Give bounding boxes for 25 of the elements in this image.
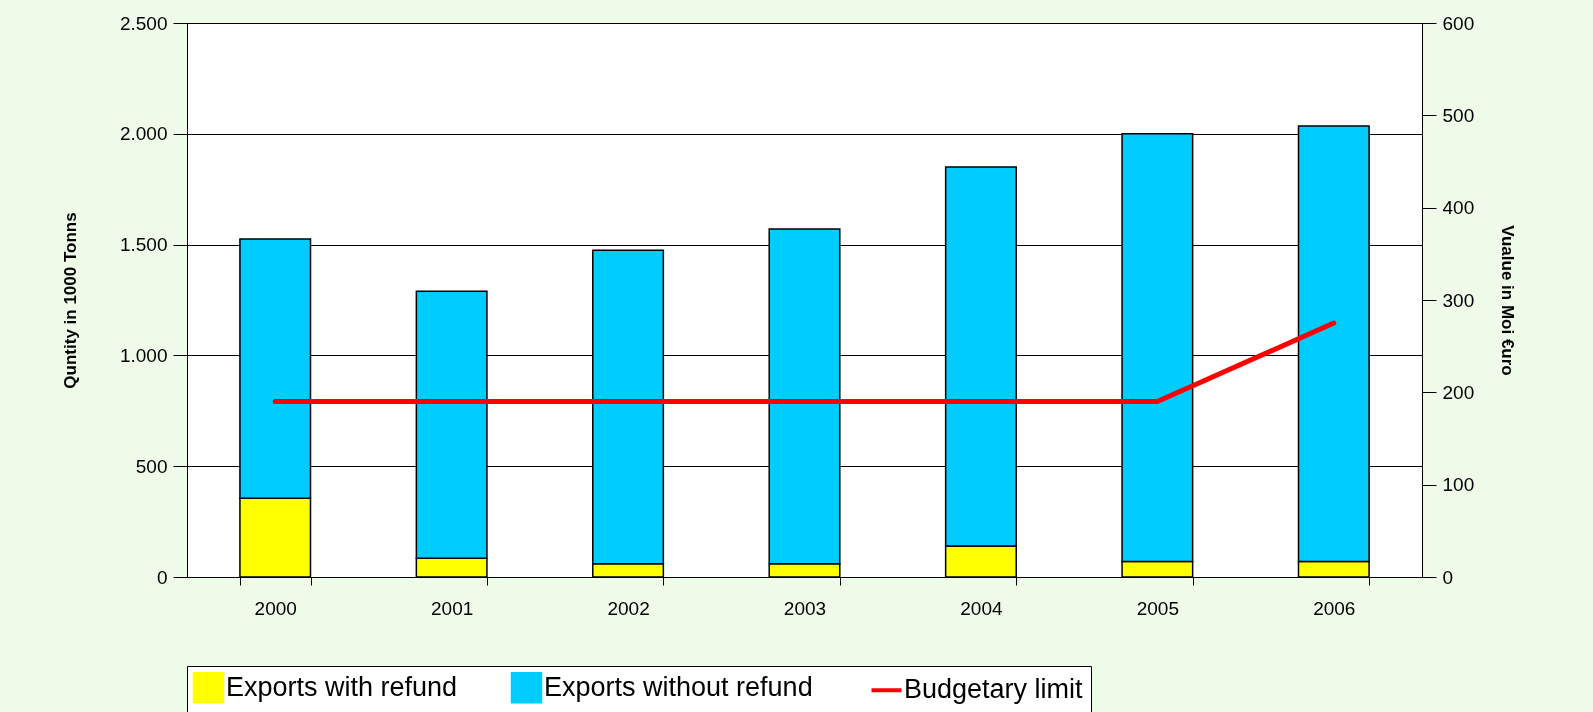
y2-tick-label: 400: [1442, 197, 1475, 219]
legend-label: Exports without refund: [544, 671, 813, 702]
y-tick-label: 2.000: [119, 123, 168, 145]
x-tick-label: 2000: [254, 597, 297, 619]
x-tick-label: 2003: [783, 597, 827, 619]
y2-axis-title: Vualue in Moi €uro: [1498, 225, 1518, 376]
y2-tick-label: 0: [1442, 566, 1454, 588]
legend-label: Budgetary limit: [904, 674, 1084, 705]
y-tick-label: 1.000: [119, 344, 168, 366]
x-tick-label: 2002: [607, 597, 650, 619]
y-tick-label: 2.500: [119, 12, 168, 34]
x-tick-label: 2005: [1136, 597, 1179, 619]
y-tick-label: 1.500: [119, 234, 168, 256]
y2-tick-label: 500: [1442, 104, 1475, 126]
y2-tick-label: 100: [1442, 474, 1475, 496]
x-tick-label: 2004: [960, 597, 1003, 619]
x-tick-label: 2006: [1313, 597, 1356, 619]
y-tick-label: 500: [135, 455, 168, 477]
y2-tick-label: 200: [1442, 381, 1475, 403]
legend-label: Exports with refund: [226, 671, 458, 702]
y-tick-label: 0: [156, 566, 168, 588]
y-axis-title: Quntity in 1000 Tonns: [60, 212, 80, 389]
x-tick-label: 2001: [431, 597, 474, 619]
y2-tick-label: 600: [1442, 12, 1475, 34]
y2-tick-label: 300: [1442, 289, 1475, 311]
